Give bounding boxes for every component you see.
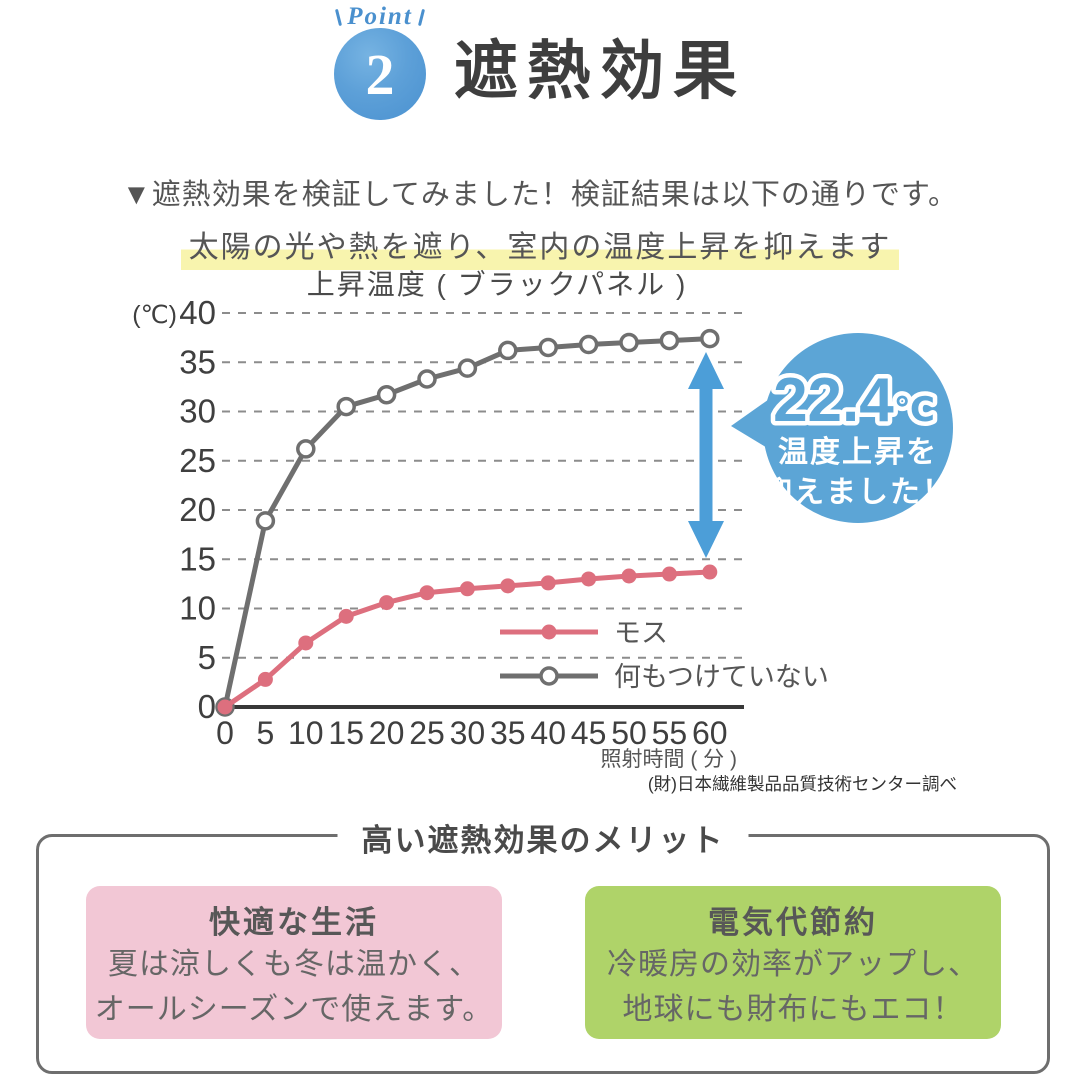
svg-text:15: 15 — [328, 715, 364, 751]
diff-value-text: 22.4℃ — [773, 366, 935, 435]
y-axis-labels: 0 5 10 15 20 25 30 35 40 — [179, 294, 216, 725]
chart-title: 上昇温度 ( ブラックパネル ) — [307, 269, 688, 300]
svg-text:40: 40 — [179, 294, 216, 331]
svg-text:モス: モス — [614, 618, 668, 648]
svg-text:40: 40 — [530, 715, 566, 751]
point-badge: Point 2 — [334, 2, 426, 120]
svg-text:5: 5 — [198, 639, 216, 676]
merit-card-comfort-line1: 夏は涼しくも冬は温かく、 — [108, 948, 480, 981]
svg-text:5: 5 — [257, 715, 275, 751]
svg-text:25: 25 — [179, 442, 216, 479]
y-axis-unit: (℃) — [132, 301, 177, 329]
svg-text:45: 45 — [571, 715, 607, 751]
point-label: Point — [335, 2, 425, 32]
x-axis-labels: 0 5 10 15 20 25 30 35 40 45 50 55 60 — [216, 715, 727, 751]
page-title: 遮熱効果 — [454, 35, 746, 107]
bubble-line2: 抑えました！ — [762, 476, 954, 509]
catch-line: 太陽の光や熱を遮り、室内の温度上昇を抑えます — [0, 222, 1080, 270]
chart-source: (財)日本繊維製品品質技術センター調べ — [648, 774, 957, 794]
difference-arrow — [688, 352, 724, 558]
svg-text:20: 20 — [369, 715, 405, 751]
svg-text:30: 30 — [450, 715, 486, 751]
merit-card-comfort: 快適な生活 夏は涼しくも冬は温かく、 オールシーズンで使えます。 — [86, 886, 502, 1039]
merit-title: 高い遮熱効果のメリット — [337, 815, 749, 860]
point-number: 2 — [365, 41, 395, 107]
svg-text:20: 20 — [179, 491, 216, 528]
svg-text:何もつけていない: 何もつけていない — [614, 662, 829, 692]
merit-card-electricity-line2: 地球にも財布にもエコ！ — [622, 993, 964, 1026]
header: Point 2 遮熱効果 — [0, 0, 1080, 120]
x-axis-label: 照射時間 ( 分 ) — [601, 748, 738, 771]
svg-text:10: 10 — [288, 715, 324, 751]
merit-card-electricity-line1: 冷暖房の効率がアップし、 — [607, 948, 979, 981]
bubble-line1: 温度上昇を — [778, 436, 938, 469]
merit-box: 高い遮熱効果のメリット 快適な生活 夏は涼しくも冬は温かく、 オールシーズンで使… — [36, 815, 1050, 1074]
merit-card-comfort-line2: オールシーズンで使えます。 — [94, 993, 494, 1026]
intro-text: ▼遮熱効果を検証してみました！検証結果は以下の通りです。 — [122, 179, 958, 211]
svg-text:30: 30 — [179, 393, 216, 430]
svg-text:0: 0 — [198, 688, 216, 725]
svg-text:0: 0 — [216, 715, 234, 751]
svg-text:15: 15 — [179, 540, 216, 577]
catch-text: 太陽の光や熱を遮り、室内の温度上昇を抑えます — [180, 229, 900, 270]
point-number-badge: 2 — [334, 28, 426, 120]
merit-card-electricity-title: 電気代節約 — [708, 905, 878, 940]
svg-text:55: 55 — [652, 715, 688, 751]
merit-card-electricity: 電気代節約 冷暖房の効率がアップし、 地球にも財布にもエコ！ — [585, 886, 1001, 1039]
svg-text:10: 10 — [179, 590, 216, 627]
merit-card-comfort-title: 快適な生活 — [209, 905, 379, 940]
svg-text:35: 35 — [490, 715, 526, 751]
svg-text:60: 60 — [692, 715, 728, 751]
svg-text:25: 25 — [409, 715, 445, 751]
point-label-text: Point — [347, 3, 413, 30]
gridlines — [222, 312, 744, 659]
series-0 — [215, 328, 720, 717]
svg-text:50: 50 — [611, 715, 647, 751]
svg-text:35: 35 — [179, 343, 216, 380]
series-1 — [217, 564, 718, 715]
